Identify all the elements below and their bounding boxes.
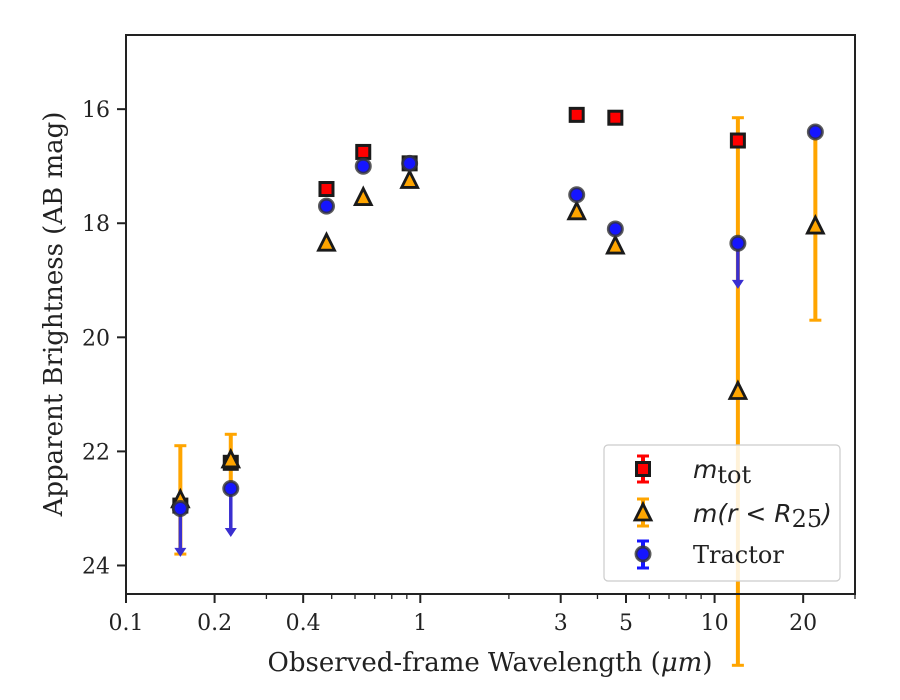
y-tick-label: 22 — [82, 440, 110, 465]
mrr25-point — [805, 213, 826, 235]
tractor-point — [171, 499, 189, 517]
mrr25-point — [399, 168, 420, 189]
x-axis-unit: μm — [661, 648, 703, 678]
mtot-point — [729, 132, 746, 149]
tractor-point — [401, 154, 419, 172]
plot-frame — [125, 34, 856, 595]
x-tick-label: 10 — [701, 611, 729, 636]
y-tick-label: 20 — [82, 326, 110, 351]
legend: mtot m(r < R25) Tractor — [603, 444, 841, 582]
mtot-point — [355, 143, 372, 160]
tractor-point — [222, 479, 240, 497]
tractor-point — [606, 220, 624, 238]
tractor-point — [568, 186, 586, 204]
legend-tractor-marker — [634, 545, 652, 563]
tractor-point — [729, 234, 747, 252]
tractor-point — [317, 197, 335, 215]
x-tick-label: 0.2 — [197, 611, 232, 636]
x-tick-label: 5 — [619, 611, 633, 636]
tractor-point — [806, 123, 824, 141]
x-tick-label: 0.1 — [109, 611, 144, 636]
mrr25-point — [220, 447, 242, 469]
x-tick-label: 0.4 — [286, 611, 321, 636]
y-tick-label: 18 — [82, 212, 110, 237]
legend-mtot-marker — [635, 461, 651, 477]
y-tick-label: 24 — [82, 554, 110, 579]
x-tick-label: 3 — [554, 611, 568, 636]
x-tick-label: 1 — [413, 611, 427, 636]
tractor-point — [354, 157, 372, 175]
mrr25-point — [566, 199, 587, 221]
y-axis-label: Apparent Brightness (AB mag) — [39, 112, 69, 518]
mrr25-point — [316, 231, 337, 252]
mrr25-point — [605, 233, 626, 255]
legend-label-m-r25: m(r < R25) — [693, 499, 832, 533]
mtot-point — [607, 109, 624, 126]
mrr25-point — [727, 379, 749, 400]
legend-mrr25-marker — [632, 500, 654, 522]
legend-label-m-tot: mtot — [693, 455, 751, 489]
mtot-point — [568, 106, 585, 123]
legend-label-tractor: Tractor — [693, 541, 784, 569]
x-axis-label: Observed-frame Wavelength (μm) — [268, 648, 713, 678]
mrr25-point — [352, 185, 374, 206]
mtot-point — [318, 181, 335, 198]
legend-box — [603, 444, 841, 582]
y-tick-label: 16 — [82, 98, 110, 123]
x-tick-label: 20 — [789, 611, 817, 636]
